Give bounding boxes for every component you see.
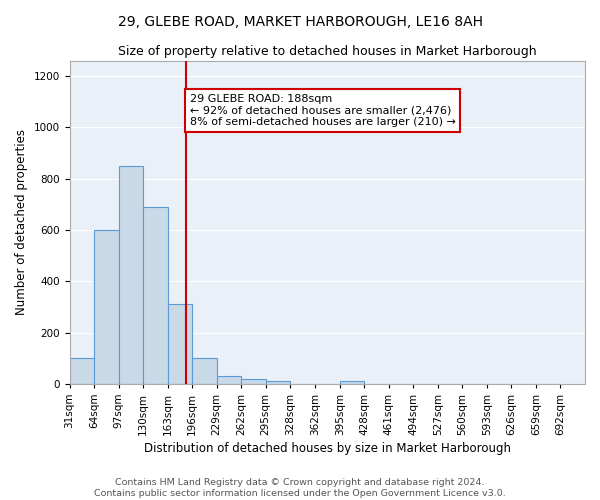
Bar [241,379,266,384]
Bar [167,304,192,384]
Text: 29, GLEBE ROAD, MARKET HARBOROUGH, LE16 8AH: 29, GLEBE ROAD, MARKET HARBOROUGH, LE16 … [118,15,482,29]
Bar [70,358,94,384]
Title: Size of property relative to detached houses in Market Harborough: Size of property relative to detached ho… [118,45,536,58]
Text: Contains HM Land Registry data © Crown copyright and database right 2024.
Contai: Contains HM Land Registry data © Crown c… [94,478,506,498]
Bar [340,382,364,384]
Text: 29 GLEBE ROAD: 188sqm
← 92% of detached houses are smaller (2,476)
8% of semi-de: 29 GLEBE ROAD: 188sqm ← 92% of detached … [190,94,456,127]
X-axis label: Distribution of detached houses by size in Market Harborough: Distribution of detached houses by size … [144,442,511,455]
Bar [192,358,217,384]
Bar [266,382,290,384]
Bar [143,207,167,384]
Bar [217,376,241,384]
Y-axis label: Number of detached properties: Number of detached properties [15,129,28,315]
Bar [119,166,143,384]
Bar [94,230,119,384]
